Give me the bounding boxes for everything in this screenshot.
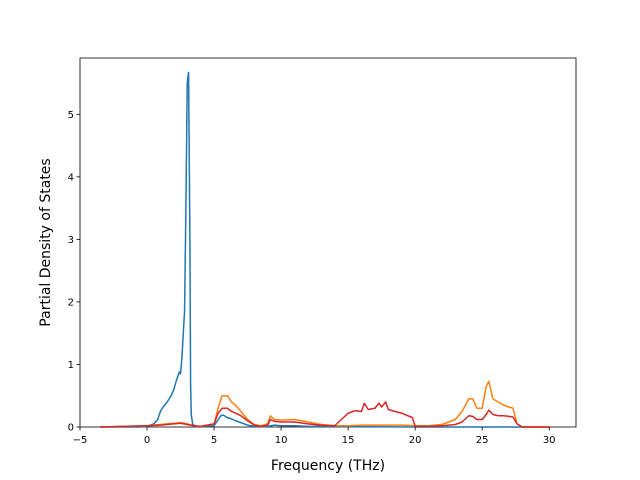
y-tick-label: 5 (68, 110, 74, 121)
plot-area (79, 57, 577, 428)
y-axis-ticks: 0 1 2 3 4 5 (68, 110, 80, 434)
series-line-1 (100, 71, 550, 428)
x-tick-label: 20 (409, 435, 422, 446)
y-tick-label: 3 (68, 235, 74, 246)
plot-frame (79, 57, 577, 428)
y-tick-label: 0 (68, 423, 74, 434)
y-axis-label: Partial Density of States (38, 158, 54, 326)
x-tick-label: 10 (275, 435, 288, 446)
x-axis-label: Frequency (THz) (271, 458, 385, 474)
series-layer (100, 71, 550, 428)
series-line-3 (100, 401, 550, 428)
y-tick-label: 2 (68, 297, 74, 308)
x-tick-label: 30 (543, 435, 556, 446)
x-tick-label: 25 (476, 435, 489, 446)
x-tick-label: 15 (342, 435, 355, 446)
y-tick-label: 4 (68, 172, 74, 183)
x-tick-label: 5 (211, 435, 217, 446)
y-tick-label: 1 (68, 360, 74, 371)
x-tick-label: −5 (73, 435, 88, 446)
x-axis-ticks: −5 0 5 10 15 20 25 30 (73, 427, 556, 446)
x-tick-label: 0 (144, 435, 150, 446)
